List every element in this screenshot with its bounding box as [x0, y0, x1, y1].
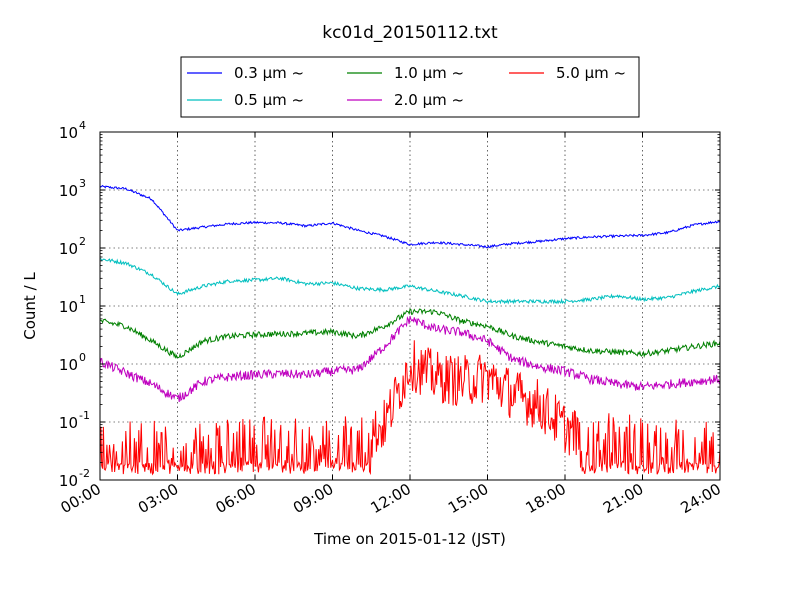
legend-frame: [180, 56, 640, 118]
series-line-2: [99, 308, 721, 359]
x-tick-label: 24:00: [678, 480, 724, 517]
series-line-4: [99, 340, 721, 476]
x-tick-label: 09:00: [290, 480, 336, 517]
legend-item: 0.3 μm ~: [187, 64, 304, 82]
y-tick-base: 10: [59, 240, 78, 258]
y-tick-label: 10 4: [59, 119, 86, 142]
y-tick-label: 10 0: [59, 351, 86, 374]
series-line-0: [99, 184, 721, 249]
series-line-3: [99, 315, 721, 403]
legend-label: 1.0 μm ~: [394, 64, 464, 82]
x-tick-label: 12:00: [368, 480, 414, 517]
legend-label: 0.5 μm ~: [234, 91, 304, 109]
legend-label: 2.0 μm ~: [394, 91, 464, 109]
series-lines: [99, 184, 721, 476]
legend-item: 2.0 μm ~: [347, 91, 464, 109]
y-tick-base: 10: [59, 414, 78, 432]
y-tick-label: 10 1: [59, 293, 86, 316]
y-tick-exponent: 4: [79, 119, 86, 132]
legend-item: 1.0 μm ~: [347, 64, 464, 82]
y-axis-label: Count / L: [21, 272, 39, 340]
y-tick-exponent: 0: [79, 351, 86, 364]
y-tick-base: 10: [59, 182, 78, 200]
y-tick-label: 10 3: [59, 177, 86, 200]
x-tick-label: 06:00: [213, 480, 259, 517]
x-tick-label: 03:00: [135, 480, 181, 517]
y-tick-exponent: 1: [79, 293, 86, 306]
plot-area: [100, 132, 720, 480]
y-tick-exponent: 3: [79, 177, 86, 190]
y-tick-label: 10 2: [59, 235, 86, 258]
legend-item: 0.5 μm ~: [187, 91, 304, 109]
legend: 0.3 μm ~ 0.5 μm ~ 1.0 μm ~ 2.0 μm ~ 5.0 μm ~: [180, 56, 640, 118]
y-tick-label: 10 -2: [59, 467, 90, 490]
y-tick-label: 10 -1: [59, 409, 90, 432]
series-line-1: [99, 257, 721, 305]
x-tick-label: 15:00: [445, 480, 491, 517]
x-axis-label: Time on 2015-01-12 (JST): [313, 530, 506, 548]
chart-title: kc01d_20150112.txt: [322, 23, 498, 43]
legend-item: 5.0 μm ~: [509, 64, 626, 82]
x-tick-label: 18:00: [523, 480, 569, 517]
y-tick-base: 10: [59, 298, 78, 316]
y-tick-base: 10: [59, 472, 78, 490]
y-tick-base: 10: [59, 356, 78, 374]
x-tick-label: 21:00: [600, 480, 646, 517]
legend-label: 0.3 μm ~: [234, 64, 304, 82]
legend-label: 5.0 μm ~: [556, 64, 626, 82]
y-tick-exponent: -1: [79, 409, 90, 422]
y-tick-exponent: 2: [79, 235, 86, 248]
y-tick-exponent: -2: [79, 467, 90, 480]
y-tick-base: 10: [59, 124, 78, 142]
